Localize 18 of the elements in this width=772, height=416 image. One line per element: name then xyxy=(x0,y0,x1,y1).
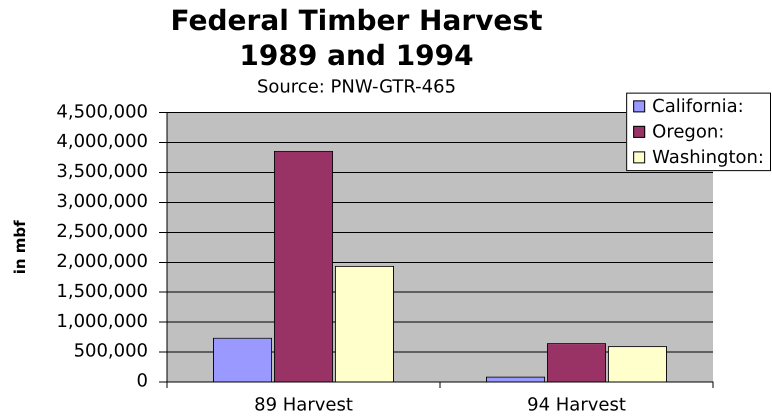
y-axis-title: in mbf xyxy=(10,220,29,274)
y-tick-label: 3,500,000 xyxy=(56,161,148,182)
y-tick-label: 2,000,000 xyxy=(56,250,148,272)
x-tick-label: 89 Harvest xyxy=(254,394,353,416)
source-note: Source: PNW-GTR-465 xyxy=(256,76,456,98)
y-tick-label: 0 xyxy=(136,370,148,392)
legend-label: California: xyxy=(652,96,744,118)
legend-label: Oregon: xyxy=(652,122,724,143)
y-tick-label: 2,500,000 xyxy=(56,221,148,242)
y-tick-label: 3,000,000 xyxy=(56,191,148,212)
y-tick-label: 500,000 xyxy=(74,340,148,362)
y-tick-label: 1,000,000 xyxy=(56,310,148,332)
y-tick-label: 1,500,000 xyxy=(56,280,148,302)
x-tick-label: 94 Harvest xyxy=(527,394,626,416)
chart-title: Federal Timber Harvest 1989 and 1994 xyxy=(170,4,542,72)
y-tick-label: 4,500,000 xyxy=(56,101,148,122)
y-tick-label: 4,000,000 xyxy=(56,131,148,152)
legend-label: Washington: xyxy=(652,147,764,168)
